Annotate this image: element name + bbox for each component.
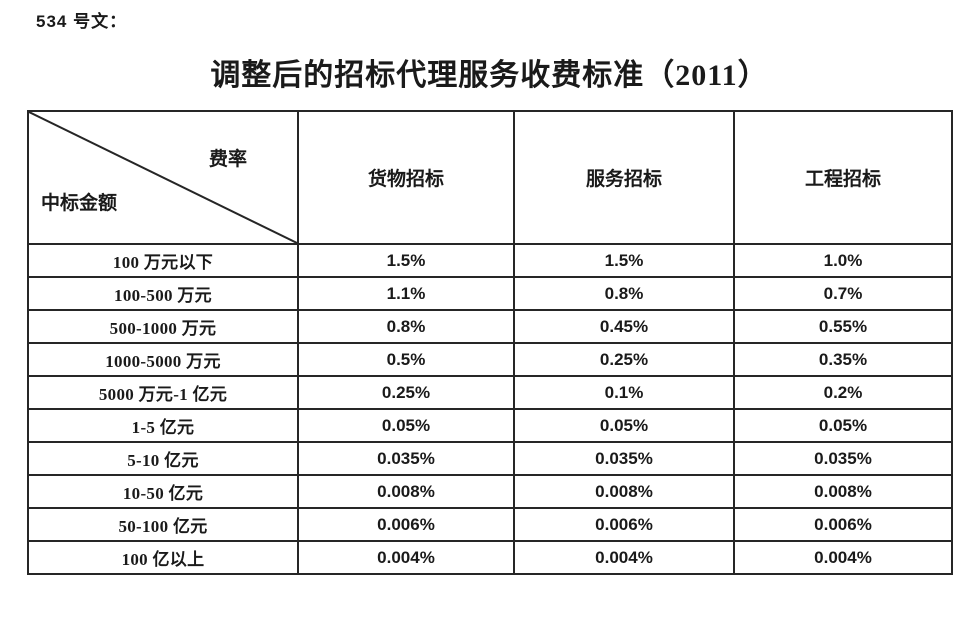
rate-cell: 0.45% <box>513 309 735 344</box>
corner-label-rate: 费率 <box>208 149 247 170</box>
amount-cell: 100 亿以上 <box>27 540 299 575</box>
rate-cell: 0.05% <box>297 408 515 443</box>
diagonal-divider-line <box>29 112 297 243</box>
amount-cell: 1-5 亿元 <box>27 408 299 443</box>
amount-cell: 5000 万元-1 亿元 <box>27 375 299 410</box>
table-row: 5000 万元-1 亿元 0.25% 0.1% 0.2% <box>27 375 953 410</box>
fee-rate-table: 费率 中标金额 货物招标 服务招标 工程招标 100 万元以下 1.5% 1.5… <box>27 110 953 575</box>
rate-cell: 0.006% <box>297 507 515 542</box>
rate-cell: 0.55% <box>733 309 953 344</box>
rate-cell: 0.035% <box>733 441 953 476</box>
rate-cell: 0.1% <box>513 375 735 410</box>
table-row: 1-5 亿元 0.05% 0.05% 0.05% <box>27 408 953 443</box>
amount-cell: 50-100 亿元 <box>27 507 299 542</box>
rate-cell: 0.8% <box>513 276 735 311</box>
corner-label-amount: 中标金额 <box>41 193 118 214</box>
amount-cell: 100-500 万元 <box>27 276 299 311</box>
rate-cell: 0.008% <box>733 474 953 509</box>
amount-cell: 10-50 亿元 <box>27 474 299 509</box>
rate-cell: 0.006% <box>733 507 953 542</box>
rate-cell: 0.006% <box>513 507 735 542</box>
rate-cell: 0.035% <box>513 441 735 476</box>
amount-cell: 100 万元以下 <box>27 243 299 278</box>
rate-cell: 0.5% <box>297 342 515 377</box>
rate-cell: 0.004% <box>733 540 953 575</box>
amount-cell: 5-10 亿元 <box>27 441 299 476</box>
diagonal-corner-cell: 费率 中标金额 <box>27 110 299 245</box>
table-row: 5-10 亿元 0.035% 0.035% 0.035% <box>27 441 953 476</box>
table-row: 100-500 万元 1.1% 0.8% 0.7% <box>27 276 953 311</box>
rate-cell: 0.8% <box>297 309 515 344</box>
rate-cell: 0.25% <box>297 375 515 410</box>
rate-cell: 1.0% <box>733 243 953 278</box>
table-row: 50-100 亿元 0.006% 0.006% 0.006% <box>27 507 953 542</box>
column-header-goods: 货物招标 <box>297 110 515 245</box>
fee-table-container: 费率 中标金额 货物招标 服务招标 工程招标 100 万元以下 1.5% 1.5… <box>27 110 953 575</box>
rate-cell: 0.05% <box>733 408 953 443</box>
rate-cell: 0.004% <box>513 540 735 575</box>
rate-cell: 0.2% <box>733 375 953 410</box>
rate-cell: 0.35% <box>733 342 953 377</box>
rate-cell: 0.25% <box>513 342 735 377</box>
rate-cell: 0.035% <box>297 441 515 476</box>
rate-cell: 1.5% <box>297 243 515 278</box>
rate-cell: 0.004% <box>297 540 515 575</box>
rate-cell: 0.008% <box>513 474 735 509</box>
rate-cell: 0.7% <box>733 276 953 311</box>
rate-cell: 0.008% <box>297 474 515 509</box>
amount-cell: 500-1000 万元 <box>27 309 299 344</box>
document-ref-label: 534 号文： <box>36 12 128 31</box>
column-header-service: 服务招标 <box>513 110 735 245</box>
rate-cell: 1.5% <box>513 243 735 278</box>
column-header-engineering: 工程招标 <box>733 110 953 245</box>
table-row: 100 万元以下 1.5% 1.5% 1.0% <box>27 243 953 278</box>
table-row: 1000-5000 万元 0.5% 0.25% 0.35% <box>27 342 953 377</box>
page-title: 调整后的招标代理服务收费标准（2011） <box>210 59 769 92</box>
rate-cell: 0.05% <box>513 408 735 443</box>
table-row: 100 亿以上 0.004% 0.004% 0.004% <box>27 540 953 575</box>
rate-cell: 1.1% <box>297 276 515 311</box>
amount-cell: 1000-5000 万元 <box>27 342 299 377</box>
table-row: 10-50 亿元 0.008% 0.008% 0.008% <box>27 474 953 509</box>
table-row: 500-1000 万元 0.8% 0.45% 0.55% <box>27 309 953 344</box>
table-header-row: 费率 中标金额 货物招标 服务招标 工程招标 <box>27 110 953 245</box>
